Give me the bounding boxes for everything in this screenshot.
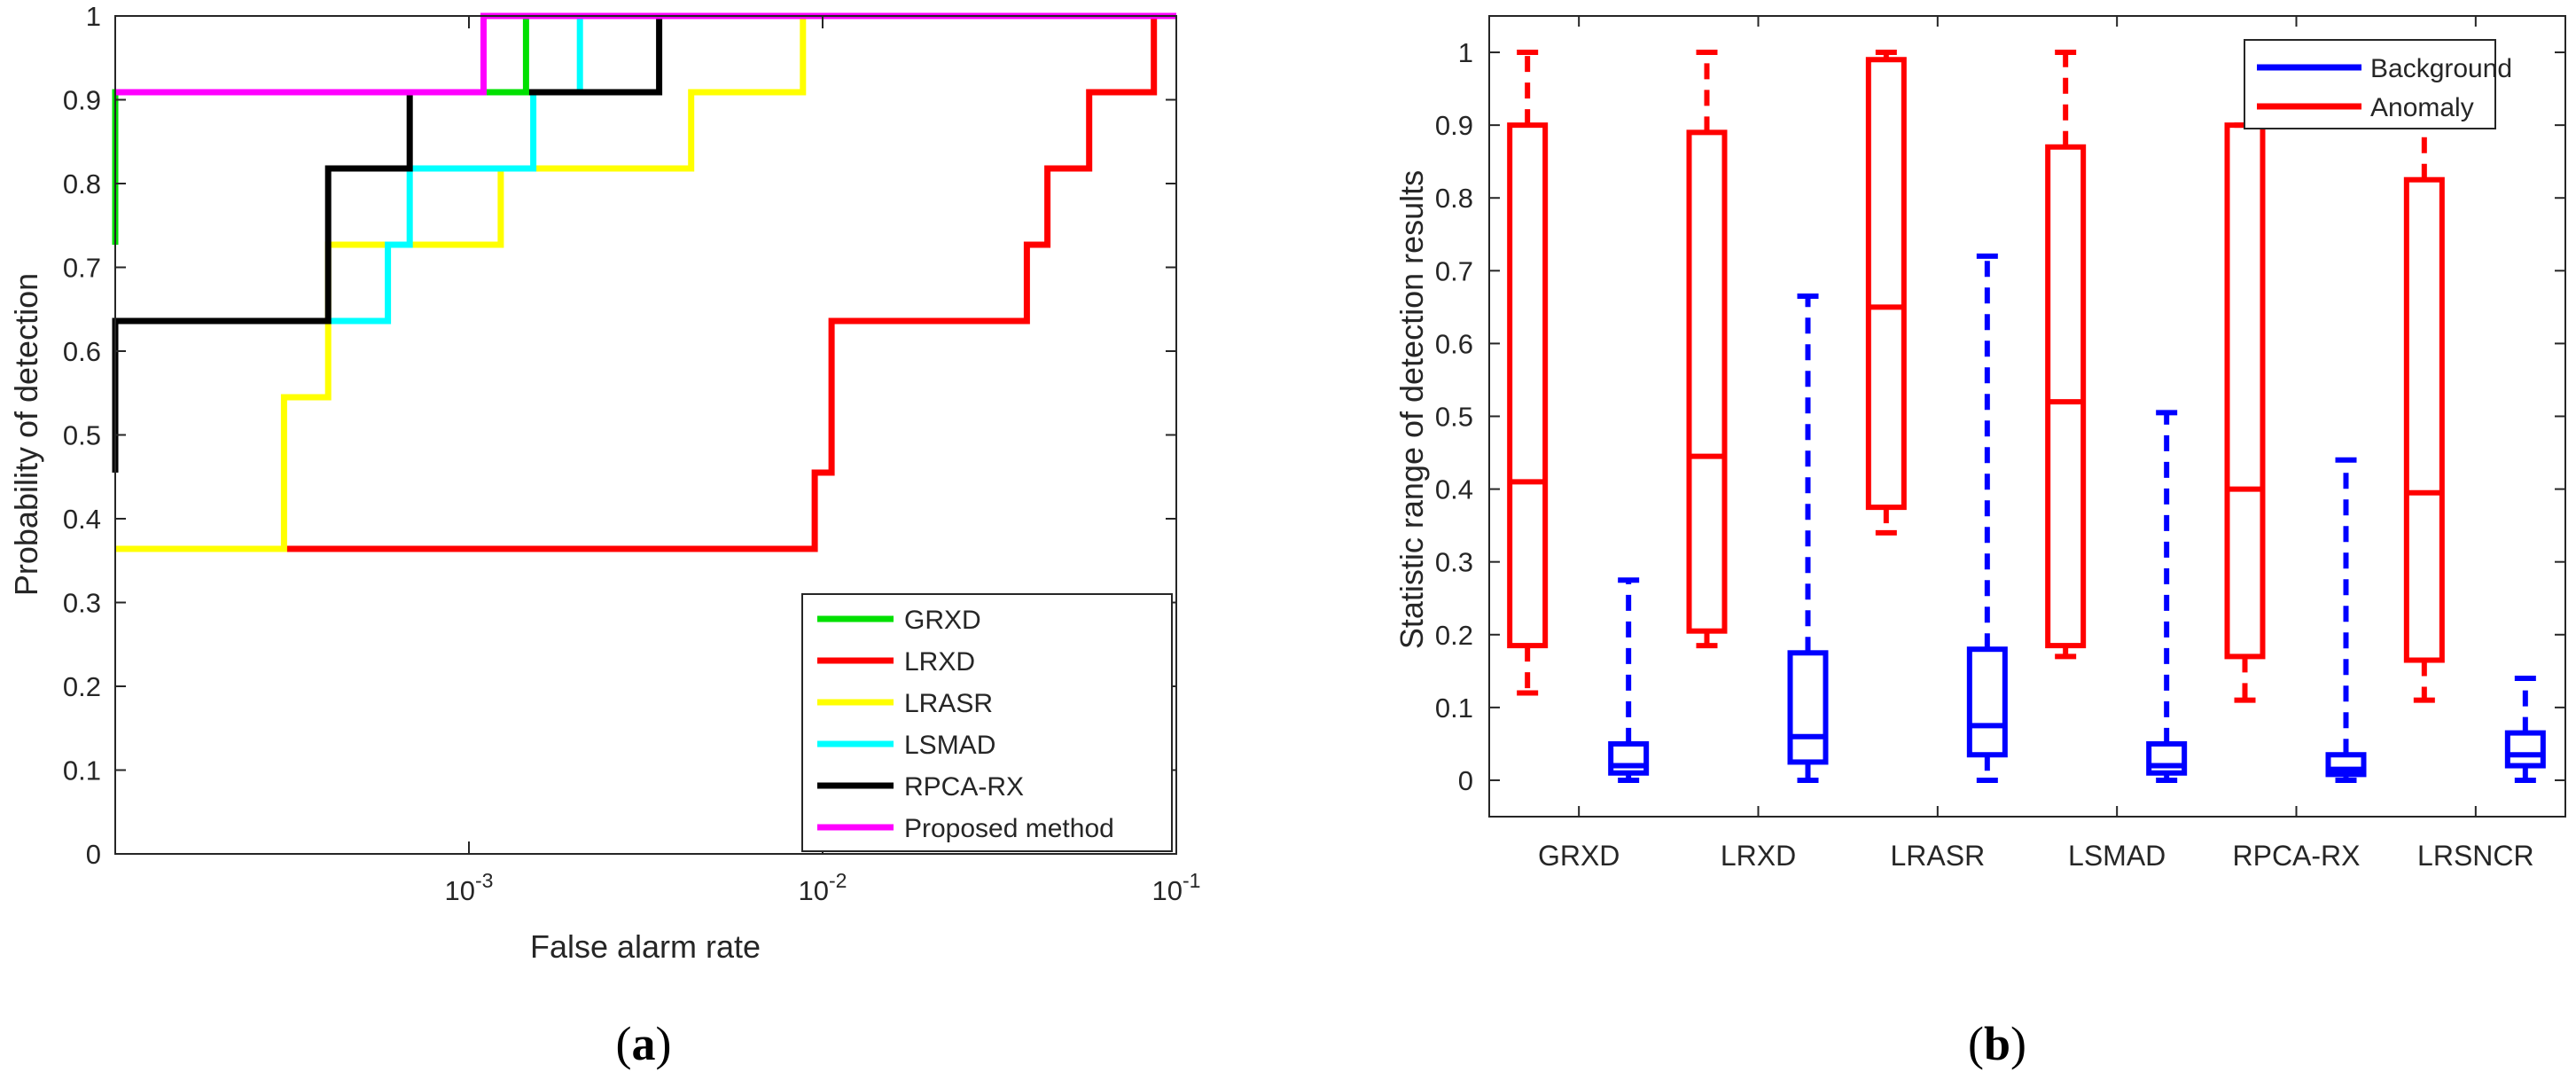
roc-y-tick-label: 0.7 <box>63 253 101 284</box>
roc-series-rpca-rx <box>112 12 1176 473</box>
roc-x-tick-label: 10-1 <box>1152 869 1201 906</box>
boxplot-x-tick-label: LSMAD <box>2068 840 2166 872</box>
boxplot-y-axis-label: Statistic range of detection results <box>1393 170 1430 649</box>
roc-legend-label: LSMAD <box>904 731 995 760</box>
box-iqr <box>2045 144 2087 649</box>
boxplot-y-tick-label: 0.6 <box>1435 328 1473 359</box>
box-iqr <box>1865 57 1907 511</box>
box-iqr <box>1787 650 1829 765</box>
boxplot-y-tick-label: 0.3 <box>1435 547 1473 578</box>
boxplot-y-tick-label: 1 <box>1458 37 1473 68</box>
background-box-lrasr <box>1966 253 2008 783</box>
boxplot-plot-area <box>1489 16 2565 817</box>
boxplot-y-tick-label: 0.9 <box>1435 110 1473 141</box>
anomaly-box-grxd <box>1507 50 1549 696</box>
roc-legend: GRXD LRXD LRASR LSMAD RPCA-RX Proposed method <box>801 593 1173 852</box>
roc-y-tick-label: 0.8 <box>63 168 101 200</box>
box-iqr <box>2146 740 2188 776</box>
boxplot-x-tick-label: RPCA-RX <box>2232 840 2360 872</box>
roc-x-tick-label: 10-3 <box>445 869 494 906</box>
box-iqr <box>2504 730 2546 769</box>
roc-y-axis-label: Probability of detection <box>8 273 44 596</box>
roc-y-tick-label: 1 <box>86 1 101 32</box>
background-box-lsmad <box>2146 410 2188 783</box>
roc-legend-label: LRASR <box>904 689 993 718</box>
background-box-lrsncr <box>2504 676 2546 783</box>
boxplot-y-tick-label: 0 <box>1458 765 1473 796</box>
roc-legend-label: LRXD <box>904 647 975 677</box>
background-box-rpca-rx <box>2325 457 2367 783</box>
box-iqr <box>1507 122 1549 649</box>
roc-legend-box <box>801 593 1173 852</box>
boxplot-legend: Background Anomaly <box>2244 39 2512 129</box>
boxplot-legend-box <box>2244 39 2496 129</box>
box-iqr <box>1966 646 2008 758</box>
boxplot-y-tick-label: 0.2 <box>1435 620 1473 651</box>
roc-legend-label: Proposed method <box>904 814 1114 843</box>
roc-legend-label: GRXD <box>904 606 981 635</box>
roc-y-tick-label: 0.6 <box>63 336 101 367</box>
roc-panel: 0 0.1 0.2 0.3 0.4 0.5 0.6 0.7 0.8 0.9 1 10-3 10-2 10… <box>8 1 1200 1070</box>
roc-x-tick-label: 10-2 <box>799 869 847 906</box>
roc-series-lrasr <box>115 12 1176 552</box>
roc-y-tick-label: 0.9 <box>63 85 101 116</box>
boxplot-y-tick-label: 0.4 <box>1435 474 1473 505</box>
box-iqr <box>2403 176 2445 663</box>
roc-series-lrxd <box>115 12 1176 552</box>
anomaly-box-lsmad <box>2045 50 2087 660</box>
roc-y-tick-label: 0.4 <box>63 504 101 535</box>
boxplot-y-tick-label: 0.7 <box>1435 255 1473 286</box>
panel-a-caption-letter: a <box>632 1017 656 1070</box>
boxplot-x-tick-label: LRASR <box>1890 840 1985 872</box>
boxplot-legend-label: Anomaly <box>2370 93 2474 122</box>
boxplot-y-tick-label: 0.8 <box>1435 183 1473 214</box>
boxplot-x-tick-label: GRXD <box>1538 840 1620 872</box>
boxplot-y-tick-label: 0.1 <box>1435 693 1473 724</box>
panel-b-caption-letter: b <box>1984 1017 2010 1070</box>
roc-y-tick-label: 0.1 <box>63 755 101 787</box>
box-iqr <box>1608 740 1650 776</box>
roc-y-tick-label: 0.2 <box>63 671 101 702</box>
panel-a-caption: (a) <box>616 1017 672 1070</box>
background-box-grxd <box>1608 577 1650 783</box>
box-iqr <box>2325 752 2367 778</box>
background-box-lrxd <box>1787 293 1829 783</box>
roc-y-tick-label: 0.3 <box>63 588 101 619</box>
boxplot-x-tick-label: LRXD <box>1721 840 1796 872</box>
boxplot-panel: 0 0.1 0.2 0.3 0.4 0.5 0.6 0.7 0.8 0.9 1 GRXD LRXD LR… <box>1393 15 2566 1070</box>
roc-y-tick-label: 0 <box>86 839 101 870</box>
panel-b-caption: (b) <box>1968 1017 2026 1070</box>
boxplot-y-tick-label: 0.5 <box>1435 402 1473 433</box>
roc-series-lsmad-lower <box>328 12 1176 325</box>
boxplot-legend-label: Background <box>2370 54 2512 83</box>
roc-x-axis-label: False alarm rate <box>530 928 761 965</box>
anomaly-box-lrxd <box>1686 50 1728 649</box>
box-iqr <box>1686 129 1728 634</box>
roc-legend-label: RPCA-RX <box>904 772 1024 802</box>
boxplot-x-tick-label: LRSNCR <box>2417 840 2534 872</box>
roc-y-tick-label: 0.5 <box>63 420 101 451</box>
anomaly-box-lrasr <box>1865 50 1907 536</box>
